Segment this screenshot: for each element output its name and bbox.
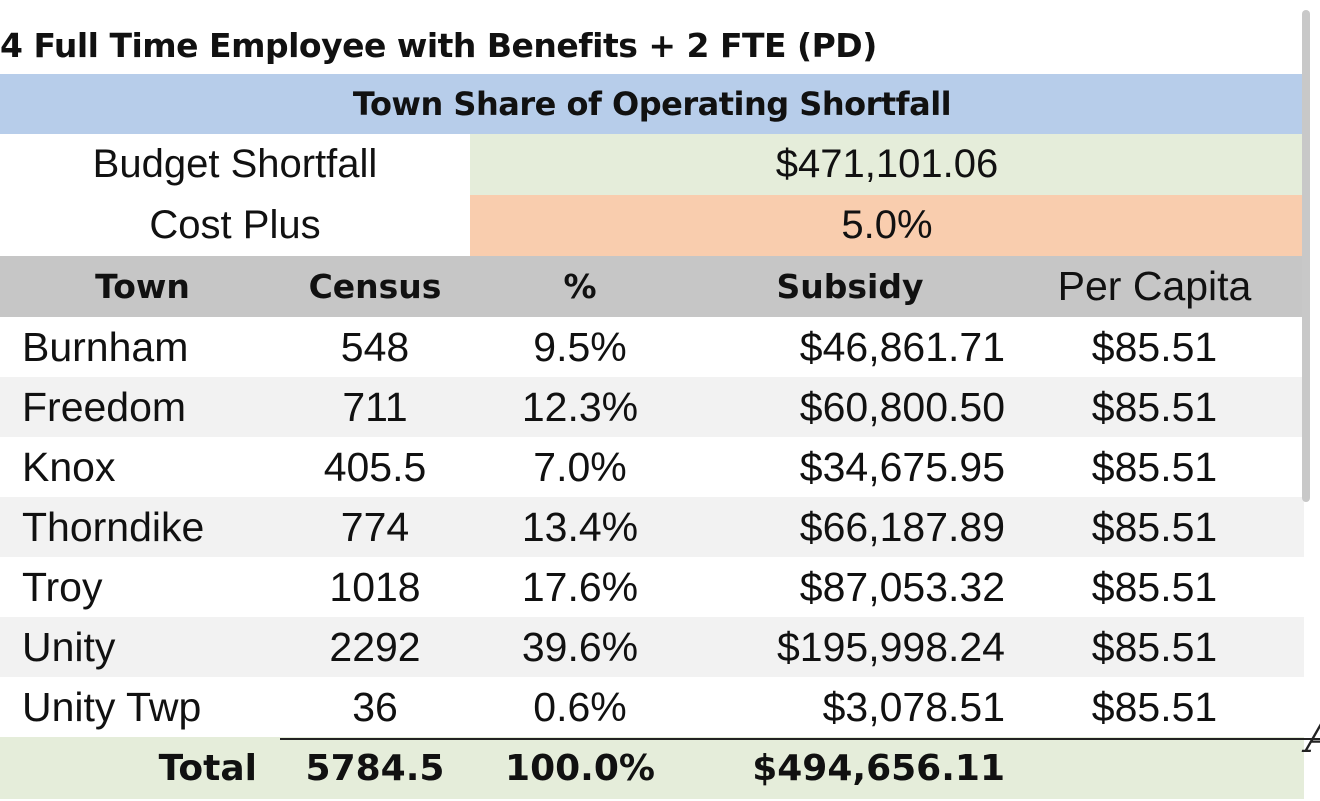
per-capita-cell: $85.51	[1091, 323, 1218, 370]
per-capita-cell: $85.51	[1091, 383, 1218, 430]
summary-value: 5.0%	[470, 195, 1304, 256]
table-row: Knox 405.5 7.0% $34,675.95 $85.51	[0, 437, 1304, 497]
cropped-letter: A	[1305, 712, 1320, 763]
census-cell: 405.5	[323, 443, 427, 490]
percent-cell: 13.4%	[521, 503, 639, 550]
column-header-subsidy: Subsidy	[776, 267, 924, 306]
town-cell: Knox	[22, 443, 116, 490]
total-census: 5784.5	[305, 747, 445, 789]
table-row: Unity 2292 39.6% $195,998.24 $85.51	[0, 617, 1304, 677]
vertical-scrollbar[interactable]	[1302, 10, 1310, 502]
column-header-percent: %	[563, 267, 597, 306]
percent-cell: 12.3%	[521, 383, 639, 430]
census-cell: 2292	[329, 623, 421, 670]
percent-cell: 39.6%	[521, 623, 639, 670]
percent-cell: 17.6%	[521, 563, 639, 610]
subsidy-cell: $3,078.51	[822, 683, 1005, 730]
town-cell: Troy	[22, 563, 103, 610]
census-cell: 36	[352, 683, 398, 730]
column-header-census: Census	[308, 267, 442, 306]
percent-cell: 7.0%	[533, 443, 627, 490]
summary-label: Budget Shortfall	[0, 134, 470, 195]
town-cell: Unity Twp	[22, 683, 202, 730]
census-cell: 711	[342, 383, 408, 430]
per-capita-cell: $85.51	[1091, 443, 1218, 490]
summary-row-cost-plus: Cost Plus 5.0%	[0, 195, 1304, 256]
summary-label: Cost Plus	[0, 195, 470, 256]
subsidy-cell: $66,187.89	[799, 503, 1005, 550]
page-title: 4 Full Time Employee with Benefits + 2 F…	[0, 26, 877, 65]
table-row: Freedom 711 12.3% $60,800.50 $85.51	[0, 377, 1304, 437]
census-cell: 774	[340, 503, 410, 550]
subsidy-cell: $195,998.24	[776, 623, 1005, 670]
total-label: Total	[158, 747, 257, 789]
summary-value: $471,101.06	[470, 134, 1304, 195]
per-capita-cell: $85.51	[1091, 503, 1218, 550]
shortfall-table: Town Share of Operating Shortfall Budget…	[0, 74, 1304, 799]
subsidy-cell: $46,861.71	[799, 323, 1005, 370]
summary-row-budget-shortfall: Budget Shortfall $471,101.06	[0, 134, 1304, 195]
underline-rule	[280, 738, 1320, 740]
subsidy-cell: $34,675.95	[799, 443, 1005, 490]
per-capita-cell: $85.51	[1091, 683, 1218, 730]
town-cell: Unity	[22, 623, 116, 670]
table-row: Troy 1018 17.6% $87,053.32 $85.51	[0, 557, 1304, 617]
census-cell: 548	[340, 323, 410, 370]
subsidy-cell: $87,053.32	[799, 563, 1005, 610]
subsidy-cell: $60,800.50	[799, 383, 1005, 430]
table-row: Burnham 548 9.5% $46,861.71 $85.51	[0, 317, 1304, 377]
per-capita-cell: $85.51	[1091, 563, 1218, 610]
per-capita-cell: $85.51	[1091, 623, 1218, 670]
total-subsidy: $494,656.11	[752, 747, 1005, 789]
total-row: Total 5784.5 100.0% $494,656.11	[0, 737, 1304, 799]
column-header-town: Town	[95, 267, 190, 306]
table-banner: Town Share of Operating Shortfall	[0, 74, 1304, 134]
table-row: Unity Twp 36 0.6% $3,078.51 $85.51	[0, 677, 1304, 737]
percent-cell: 0.6%	[533, 683, 627, 730]
total-percent: 100.0%	[505, 747, 655, 789]
town-cell: Thorndike	[22, 503, 205, 550]
column-header-row: Town Census % Subsidy Per Capita	[0, 256, 1304, 317]
town-cell: Freedom	[22, 383, 187, 430]
table-row: Thorndike 774 13.4% $66,187.89 $85.51	[0, 497, 1304, 557]
column-header-per-capita: Per Capita	[1057, 263, 1252, 309]
town-cell: Burnham	[22, 323, 189, 370]
census-cell: 1018	[329, 563, 421, 610]
percent-cell: 9.5%	[533, 323, 627, 370]
total-per-capita	[1005, 737, 1304, 799]
